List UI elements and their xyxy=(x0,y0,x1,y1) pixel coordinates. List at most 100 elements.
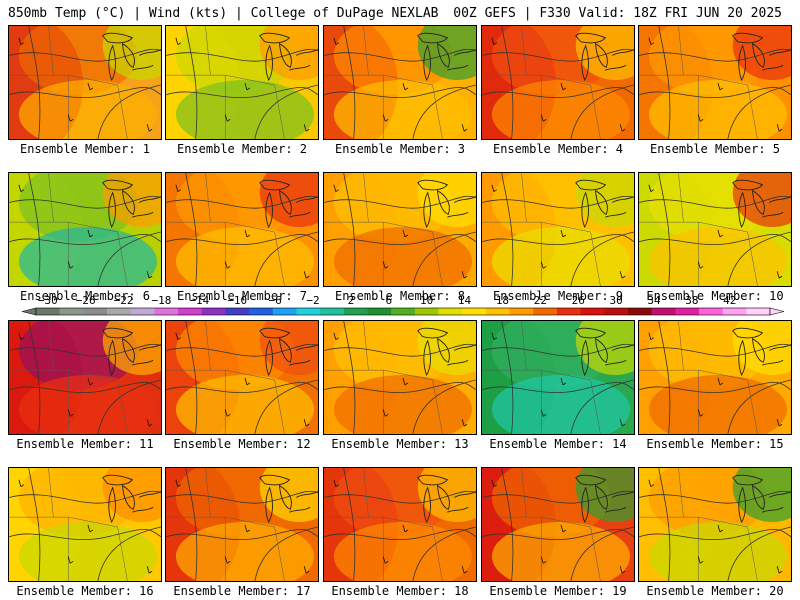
ensemble-member-map xyxy=(638,172,792,287)
temperature-field-map xyxy=(324,321,476,434)
colorbar-swatch xyxy=(249,308,274,315)
colorbar-swatch xyxy=(201,308,226,315)
temperature-field-map xyxy=(324,173,476,286)
colorbar-swatch xyxy=(533,308,558,315)
colorbar-swatch xyxy=(485,308,510,315)
temperature-field-map xyxy=(639,26,791,139)
ensemble-member-label: Ensemble Member: 10 xyxy=(646,289,784,303)
temperature-field-map xyxy=(639,173,791,286)
ensemble-member-label: Ensemble Member: 5 xyxy=(649,142,781,156)
ensemble-member-label: Ensemble Member: 6 xyxy=(19,289,151,303)
colorbar-swatch xyxy=(438,308,463,315)
colorbar-swatch xyxy=(272,308,297,315)
temperature-field-map xyxy=(482,26,634,139)
temperature-field-map xyxy=(9,321,161,434)
colorbar-tick-label: −18 xyxy=(152,294,172,307)
ensemble-member-label: Ensemble Member: 12 xyxy=(173,437,311,451)
ensemble-member-label: Ensemble Member: 19 xyxy=(489,584,627,598)
temperature-field-map xyxy=(9,468,161,581)
colorbar-swatch xyxy=(414,308,439,315)
temperature-field-map xyxy=(639,321,791,434)
ensemble-member-label: Ensemble Member: 11 xyxy=(16,437,154,451)
temperature-field-map xyxy=(482,173,634,286)
colorbar-tick-label: 30 xyxy=(609,294,622,307)
colorbar-swatch xyxy=(296,308,321,315)
temperature-field-map xyxy=(9,26,161,139)
ensemble-member-map xyxy=(8,25,162,140)
colorbar-swatch xyxy=(698,308,723,315)
ensemble-member-label: Ensemble Member: 8 xyxy=(334,289,466,303)
colorbar-tick-label: 42 xyxy=(723,294,736,307)
ensemble-member-map xyxy=(323,172,477,287)
temperature-field-map xyxy=(166,173,318,286)
ensemble-member-label: Ensemble Member: 16 xyxy=(16,584,154,598)
ensemble-member-label: Ensemble Member: 18 xyxy=(331,584,469,598)
ensemble-member-map xyxy=(165,467,319,582)
ensemble-member-map xyxy=(323,467,477,582)
ensemble-member-map xyxy=(638,467,792,582)
colorbar-tick-label: 26 xyxy=(572,294,585,307)
colorbar-tick-label: −6 xyxy=(269,294,282,307)
colorbar-tick-label: −14 xyxy=(189,294,209,307)
ensemble-member-map xyxy=(165,25,319,140)
ensemble-member-map xyxy=(638,25,792,140)
colorbar-swatch xyxy=(178,308,203,315)
ensemble-member-label: Ensemble Member: 1 xyxy=(19,142,151,156)
temperature-field-map xyxy=(482,321,634,434)
colorbar-swatch xyxy=(225,308,250,315)
ensemble-member-label: Ensemble Member: 14 xyxy=(489,437,627,451)
colorbar-tick-label: −10 xyxy=(227,294,247,307)
colorbar-left-arrow xyxy=(21,307,37,316)
colorbar-swatch xyxy=(556,308,581,315)
colorbar-swatch xyxy=(746,308,771,315)
ensemble-member-map xyxy=(165,320,319,435)
colorbar-tick-label: −30 xyxy=(38,294,58,307)
colorbar-swatch xyxy=(343,308,368,315)
colorbar-swatch xyxy=(83,308,108,315)
ensemble-member-map xyxy=(8,320,162,435)
colorbar-swatch xyxy=(154,308,179,315)
ensemble-member-label: Ensemble Member: 4 xyxy=(492,142,624,156)
ensemble-member-map xyxy=(165,172,319,287)
ensemble-member-map xyxy=(8,172,162,287)
colorbar-swatch xyxy=(651,308,676,315)
temperature-field-map xyxy=(324,468,476,581)
colorbar-tick-label: 18 xyxy=(496,294,509,307)
ensemble-member-label: Ensemble Member: 15 xyxy=(646,437,784,451)
colorbar-tick-label: 2 xyxy=(348,294,355,307)
temperature-field-map xyxy=(166,26,318,139)
colorbar-swatch xyxy=(675,308,700,315)
temperature-field-map xyxy=(9,173,161,286)
ensemble-member-map xyxy=(323,25,477,140)
colorbar-tick-label: 14 xyxy=(458,294,472,307)
ensemble-member-label: Ensemble Member: 20 xyxy=(646,584,784,598)
ensemble-member-map xyxy=(8,467,162,582)
ensemble-member-label: Ensemble Member: 2 xyxy=(176,142,308,156)
colorbar-swatch xyxy=(36,308,60,315)
colorbar-swatch xyxy=(509,308,534,315)
colorbar-swatch xyxy=(320,308,345,315)
colorbar-swatch xyxy=(462,308,487,315)
colorbar-swatch xyxy=(604,308,629,315)
ensemble-member-label: Ensemble Member: 17 xyxy=(173,584,311,598)
colorbar-tick-label: 22 xyxy=(534,294,547,307)
ensemble-member-map xyxy=(323,320,477,435)
colorbar-swatch xyxy=(391,308,416,315)
temperature-colorbar: −30 −26 −22 −18 −14 −10 −6 −2 2 6 10 14 18 22 26 30 34 38… xyxy=(21,294,785,316)
header-valid-time: 00Z GEFS | F330 Valid: 18Z FRI JUN 20 20… xyxy=(453,6,782,21)
colorbar-swatch xyxy=(627,308,652,315)
ensemble-member-map xyxy=(481,172,635,287)
colorbar-swatch xyxy=(130,308,155,315)
ensemble-member-label: Ensemble Member: 3 xyxy=(334,142,466,156)
temperature-field-map xyxy=(639,468,791,581)
ensemble-member-label: Ensemble Member: 7 xyxy=(176,289,308,303)
ensemble-member-label: Ensemble Member: 9 xyxy=(492,289,624,303)
colorbar-tick-label: −26 xyxy=(76,294,96,307)
colorbar-tick-label: 34 xyxy=(647,294,661,307)
colorbar-tick-label: −2 xyxy=(306,294,319,307)
colorbar-swatch xyxy=(107,308,132,315)
temperature-field-map xyxy=(482,468,634,581)
temperature-field-map xyxy=(166,321,318,434)
ensemble-member-label: Ensemble Member: 13 xyxy=(331,437,469,451)
colorbar-tick-label: 6 xyxy=(385,294,392,307)
